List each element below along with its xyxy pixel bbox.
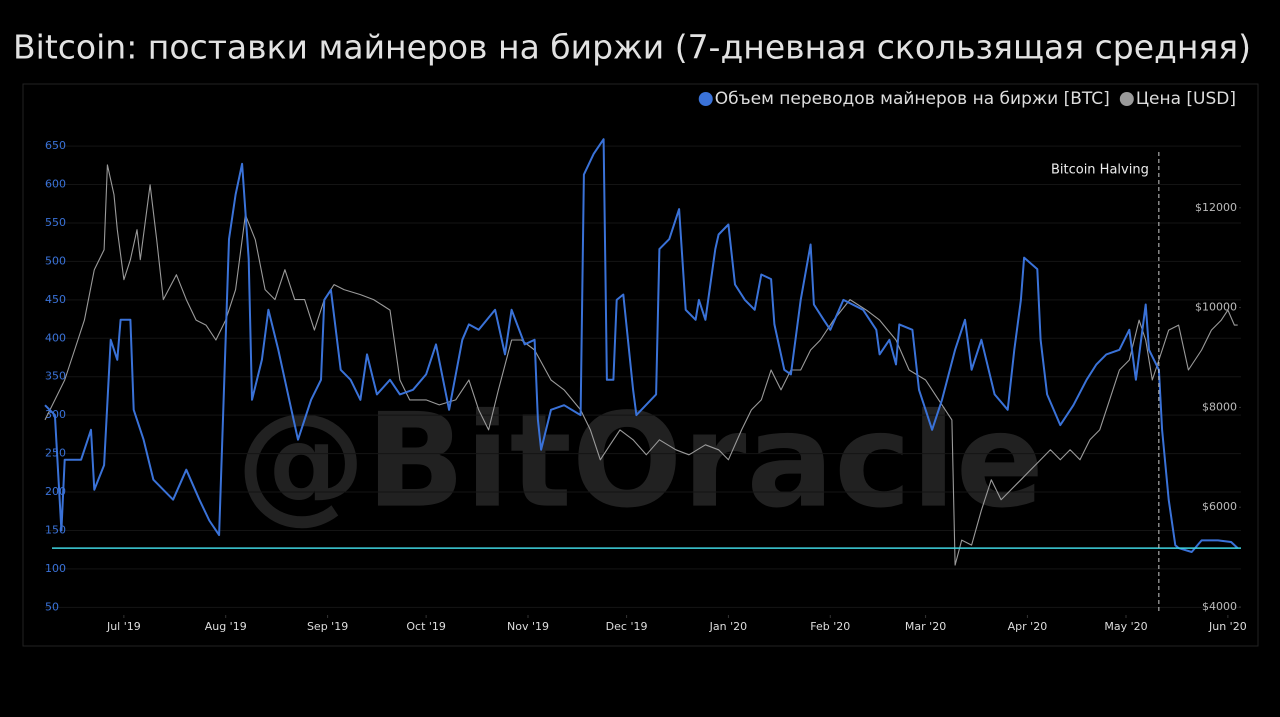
y-tick-label: 200 [45,485,66,498]
y2-tick-label: $12000 [1195,201,1237,214]
y-tick-label: 50 [45,600,59,613]
chart-title: Bitcoin: поставки майнеров на биржи (7-д… [13,28,1251,67]
x-tick-label: Oct '19 [406,620,446,633]
series-line [44,164,1238,566]
x-tick-label: Jun '20 [1208,620,1247,633]
x-tick-label: Jul '19 [106,620,141,633]
plot-panel [22,83,1259,647]
y-tick-label: 550 [45,216,66,229]
annotation-label: Bitcoin Halving [1051,163,1149,178]
x-tick-label: Aug '19 [205,620,247,633]
y-tick-label: 500 [45,254,66,267]
y-tick-label: 600 [45,178,66,191]
y-tick-label: 450 [45,293,66,306]
y-tick-label: 250 [45,447,66,460]
y-tick-label: 350 [45,370,66,383]
x-tick-label: Sep '19 [307,620,348,633]
legend-marker [1119,92,1134,106]
x-tick-label: Apr '20 [1008,620,1048,633]
x-tick-label: Mar '20 [905,620,946,633]
y-tick-label: 150 [45,523,66,536]
x-tick-label: May '20 [1104,620,1147,633]
y-tick-label: 650 [45,139,66,152]
y2-tick-label: $10000 [1195,301,1237,314]
x-tick-label: Nov '19 [507,620,549,633]
y-tick-label: 400 [45,331,66,344]
legend-label: Цена [USD] [1136,89,1236,109]
watermark: @BitOracle [236,385,1044,537]
x-tick-label: Feb '20 [810,620,850,633]
x-tick-label: Jan '20 [709,620,747,633]
y2-tick-label: $4000 [1202,600,1237,613]
y2-tick-label: $6000 [1202,500,1237,513]
y2-tick-label: $8000 [1202,400,1237,413]
legend-marker [698,92,713,106]
y-tick-label: 100 [45,562,66,575]
series-line [44,138,1239,553]
x-tick-label: Dec '19 [606,620,648,633]
legend-label: Объем переводов майнеров на биржи [BTC] [715,89,1110,109]
